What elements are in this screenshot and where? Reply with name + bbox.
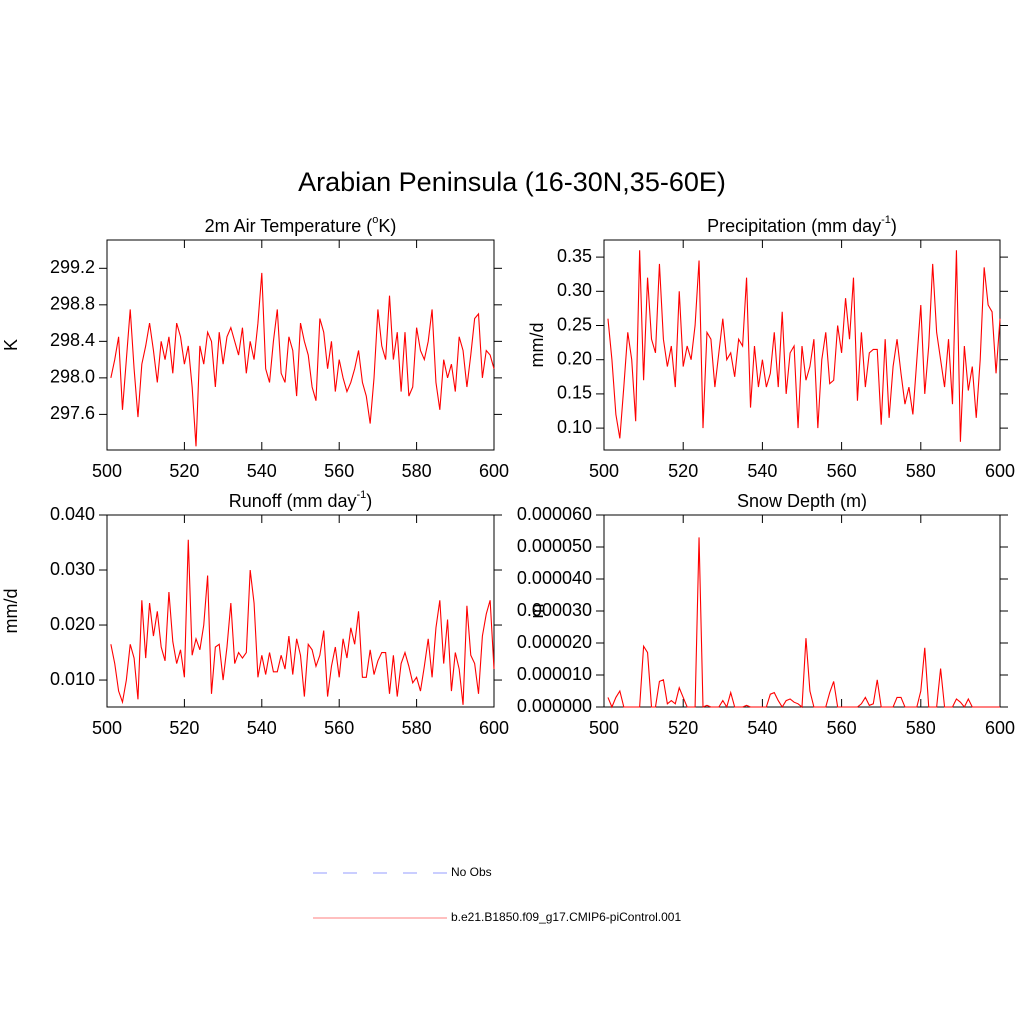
- y-axis-label: mm/d: [1, 589, 21, 634]
- title-part: K): [378, 216, 396, 236]
- y-tick-label: 0.25: [557, 314, 592, 334]
- plot-frame: [106, 239, 495, 451]
- x-tick-label: 560: [324, 718, 354, 738]
- panel-title: Runoff (mm day-1): [229, 489, 373, 511]
- data-line: [110, 539, 495, 705]
- data-line: [110, 272, 495, 447]
- plot-frame: [603, 239, 1001, 451]
- y-tick-label: 0.15: [557, 383, 592, 403]
- y-tick-label: 299.2: [50, 257, 95, 277]
- y-axis-label: m: [527, 604, 547, 619]
- x-tick-label: 520: [668, 461, 698, 481]
- y-tick-label: 0.020: [50, 614, 95, 634]
- y-tick-label: 0.010: [50, 669, 95, 689]
- y-tick-label: 0.030: [50, 559, 95, 579]
- x-tick-label: 500: [92, 461, 122, 481]
- title-part: 2m Air Temperature (: [205, 216, 373, 236]
- panel-title: Snow Depth (m): [737, 491, 867, 511]
- y-tick-label: 0.040: [50, 504, 95, 524]
- y-tick-label: 0.20: [557, 348, 592, 368]
- x-tick-label: 540: [247, 718, 277, 738]
- x-tick-label: 540: [747, 718, 777, 738]
- x-tick-label: 580: [402, 718, 432, 738]
- figure-title: Arabian Peninsula (16-30N,35-60E): [298, 167, 726, 197]
- data-line: [607, 250, 1001, 442]
- plot-frame: [106, 514, 495, 708]
- y-tick-label: 298.8: [50, 294, 95, 314]
- x-tick-label: 500: [589, 718, 619, 738]
- title-superscript: o: [372, 214, 378, 226]
- x-tick-label: 600: [985, 718, 1015, 738]
- title-part: Runoff (mm day: [229, 491, 357, 511]
- title-part: Precipitation (mm day: [707, 216, 881, 236]
- x-tick-label: 600: [985, 461, 1015, 481]
- data-line: [607, 537, 1000, 709]
- x-tick-label: 600: [479, 461, 509, 481]
- title-part: ): [891, 216, 897, 236]
- y-tick-label: 297.6: [50, 403, 95, 423]
- y-tick-label: 298.0: [50, 367, 95, 387]
- y-tick-label: 298.4: [50, 330, 95, 350]
- title-superscript: -1: [881, 214, 891, 226]
- title-part: ): [366, 491, 372, 511]
- x-tick-label: 540: [247, 461, 277, 481]
- y-tick-label: 0.000060: [517, 504, 592, 524]
- y-tick-label: 0.30: [557, 280, 592, 300]
- y-tick-label: 0.35: [557, 246, 592, 266]
- plot-frame: [603, 514, 1001, 708]
- y-axis-label: K: [1, 339, 21, 351]
- legend-label: b.e21.B1850.f09_g17.CMIP6-piControl.001: [451, 910, 681, 924]
- y-tick-label: 0.000010: [517, 664, 592, 684]
- x-tick-label: 500: [92, 718, 122, 738]
- y-tick-label: 0.10: [557, 417, 592, 437]
- panel-title: 2m Air Temperature (oK): [205, 214, 397, 236]
- x-tick-label: 580: [402, 461, 432, 481]
- title-superscript: -1: [356, 489, 366, 501]
- x-tick-label: 520: [169, 718, 199, 738]
- x-tick-label: 540: [747, 461, 777, 481]
- y-tick-label: 0.000000: [517, 696, 592, 716]
- y-tick-label: 0.000050: [517, 536, 592, 556]
- y-tick-label: 0.000020: [517, 632, 592, 652]
- x-tick-label: 500: [589, 461, 619, 481]
- legend-label: No Obs: [451, 865, 492, 879]
- x-tick-label: 560: [827, 461, 857, 481]
- x-tick-label: 560: [827, 718, 857, 738]
- x-tick-label: 520: [169, 461, 199, 481]
- x-tick-label: 520: [668, 718, 698, 738]
- x-tick-label: 580: [906, 461, 936, 481]
- x-tick-label: 560: [324, 461, 354, 481]
- x-tick-label: 600: [479, 718, 509, 738]
- y-tick-label: 0.000030: [517, 600, 592, 620]
- x-tick-label: 580: [906, 718, 936, 738]
- panel-title: Precipitation (mm day-1): [707, 214, 897, 236]
- y-tick-label: 0.000040: [517, 568, 592, 588]
- y-axis-label: mm/d: [527, 323, 547, 368]
